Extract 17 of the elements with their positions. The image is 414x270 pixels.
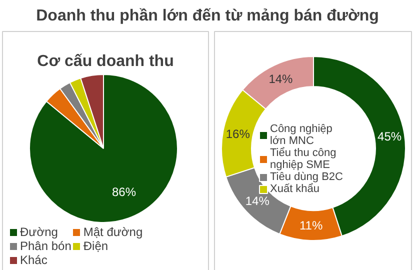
legend-label: Tiểu thu công nghiệp SME: [270, 147, 336, 171]
legend-label: Điện: [83, 239, 108, 253]
legend-label: Khác: [20, 253, 48, 267]
chart-subtitle: Cơ cấu doanh thu: [37, 53, 174, 70]
legend-label: Mật đường: [83, 225, 143, 239]
legend-label: Phân bón: [20, 239, 72, 253]
data-label: 11%: [300, 218, 323, 232]
legend-label: Đường: [20, 225, 58, 239]
data-label: 14%: [268, 72, 294, 86]
chart-title: Doanh thu phần lớn đến từ mảng bán đường: [36, 8, 379, 24]
data-label: 45%: [378, 129, 402, 144]
legend-label: Xuất khẩu: [270, 183, 320, 195]
data-label: 14%: [245, 194, 270, 208]
data-label: 86%: [112, 185, 136, 200]
legend-label: Công nghiệp lớn MNC: [270, 123, 332, 147]
legend-label: Tiêu dùng B2C: [270, 171, 343, 183]
data-label: 16%: [226, 127, 250, 142]
